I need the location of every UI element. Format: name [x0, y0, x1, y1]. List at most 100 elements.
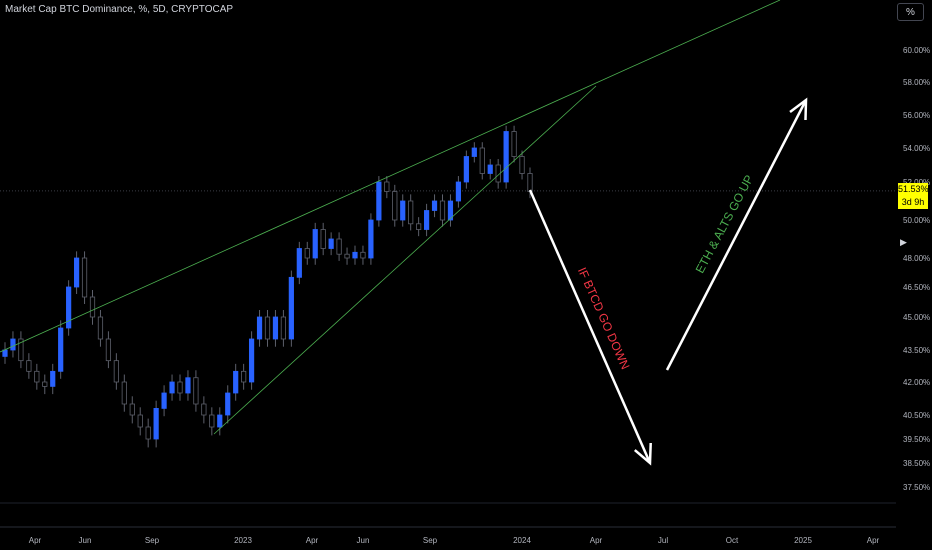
candles-group	[2, 125, 533, 448]
y-tick-label: 45.00%	[903, 313, 930, 322]
current-price-tag: 51.53% 3d 9h	[898, 183, 929, 209]
candle	[145, 426, 151, 440]
x-tick-label: Apr	[306, 536, 319, 545]
candle	[336, 238, 342, 255]
candle	[241, 370, 247, 383]
candle	[97, 316, 104, 340]
candle	[455, 181, 462, 202]
down-arrow[interactable]	[528, 189, 652, 466]
candle	[304, 248, 310, 259]
x-tick-label: Apr	[29, 536, 42, 545]
candle	[26, 360, 32, 372]
candle	[519, 156, 525, 174]
y-tick-label: 43.50%	[903, 346, 930, 355]
candle	[89, 296, 96, 318]
candle	[527, 173, 533, 192]
candle	[42, 381, 48, 387]
x-tick-label: Oct	[726, 536, 739, 545]
candle	[272, 316, 279, 340]
up-arrow[interactable]	[665, 97, 808, 371]
y-tick-label: 46.50%	[903, 283, 930, 292]
candle	[169, 381, 175, 394]
candle	[209, 414, 215, 428]
bar-countdown: 3d 9h	[901, 197, 925, 207]
candle	[50, 370, 56, 387]
y-tick-label: 40.50%	[903, 411, 930, 420]
candle	[233, 370, 239, 394]
candle	[487, 164, 493, 174]
candle	[479, 147, 485, 174]
candle	[368, 219, 374, 259]
candle	[408, 200, 414, 225]
candle	[416, 223, 422, 230]
candle	[256, 316, 263, 340]
candle	[447, 200, 454, 221]
candle	[400, 200, 406, 221]
candle	[18, 338, 24, 362]
candle	[328, 238, 334, 249]
candle	[129, 403, 135, 416]
candle	[360, 251, 366, 259]
candle	[392, 191, 398, 221]
percent-scale-button[interactable]: %	[897, 3, 924, 21]
y-tick-label: 50.00%	[903, 216, 930, 225]
y-tick-label: 39.50%	[903, 435, 930, 444]
candle	[225, 392, 231, 416]
candle	[248, 338, 255, 383]
candle	[312, 229, 318, 259]
candle	[217, 414, 223, 428]
x-tick-label: Apr	[590, 536, 603, 545]
candle	[471, 147, 477, 157]
candle	[463, 156, 469, 183]
x-tick-label: Sep	[423, 536, 438, 545]
candle	[161, 392, 167, 409]
y-tick-label: 38.50%	[903, 459, 930, 468]
candle	[177, 381, 183, 394]
y-tick-label: 52.00%	[903, 178, 930, 187]
candle	[34, 370, 40, 383]
candle	[264, 316, 271, 340]
y-tick-label: 60.00%	[903, 46, 930, 55]
y-tick-label: 56.00%	[903, 111, 930, 120]
scroll-right-icon[interactable]: ▶	[900, 237, 907, 247]
candle	[431, 200, 438, 211]
candle	[296, 248, 302, 278]
candle	[503, 131, 509, 183]
y-tick-label: 42.00%	[903, 378, 930, 387]
y-tick-label: 48.00%	[903, 254, 930, 263]
candle	[137, 414, 143, 428]
x-tick-label: 2023	[234, 536, 252, 545]
y-tick-label: 37.50%	[903, 483, 930, 492]
candle	[113, 360, 119, 383]
candle	[2, 349, 8, 357]
candle	[201, 403, 207, 416]
candle	[58, 327, 64, 372]
candle	[320, 229, 326, 249]
candle	[344, 253, 350, 259]
candle	[153, 407, 159, 440]
candle	[280, 316, 287, 340]
upper-trendline[interactable]	[0, 0, 781, 353]
lower-trendline[interactable]	[213, 85, 597, 435]
candle	[511, 131, 517, 157]
candle	[376, 181, 382, 221]
current-price-value: 51.53%	[898, 184, 929, 194]
x-tick-label: Apr	[867, 536, 880, 545]
chart-title: Market Cap BTC Dominance, %, 5D, CRYPTOC…	[5, 4, 234, 15]
y-tick-label: 54.00%	[903, 144, 930, 153]
x-tick-label: Jun	[357, 536, 370, 545]
candle	[352, 251, 358, 259]
x-tick-label: 2025	[794, 536, 812, 545]
x-tick-label: Jun	[79, 536, 92, 545]
candle	[423, 210, 430, 230]
candle	[185, 377, 191, 394]
y-tick-label: 58.00%	[903, 78, 930, 87]
candle	[384, 181, 390, 192]
x-tick-label: Sep	[145, 536, 160, 545]
candle	[439, 200, 446, 221]
candle	[288, 276, 294, 340]
candle	[10, 338, 16, 351]
candle	[73, 257, 80, 288]
x-tick-label: Jul	[658, 536, 668, 545]
